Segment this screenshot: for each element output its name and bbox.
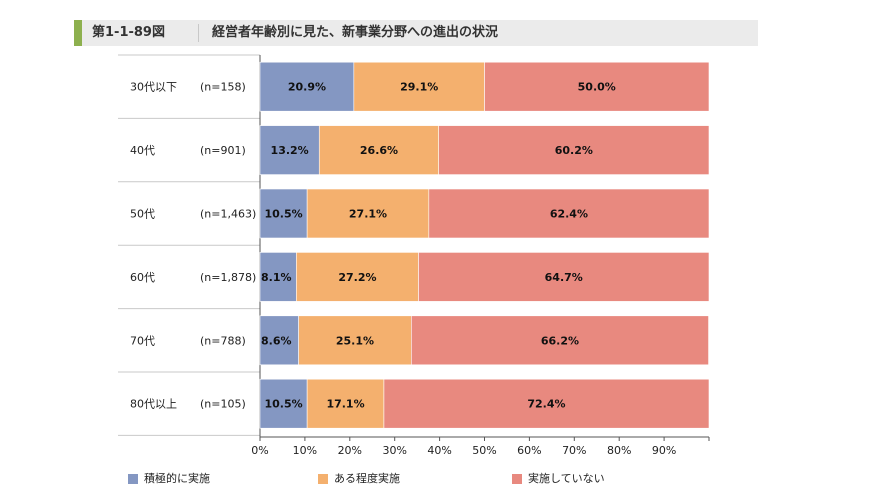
data-label-series-0: 20.9%: [288, 81, 326, 94]
x-tick-label: 30%: [382, 444, 406, 457]
data-label-series-1: 29.1%: [400, 81, 438, 94]
legend-label-series-0: 積極的に実施: [144, 472, 210, 485]
bar-segment-series-0: [259, 188, 308, 239]
x-tick-label: 60%: [517, 444, 541, 457]
data-label-series-2: 64.7%: [545, 271, 583, 284]
legend-swatch-series-2: [512, 474, 522, 484]
bar-segment-series-0: [259, 378, 308, 429]
legend-label-series-2: 実施していない: [528, 472, 605, 485]
bar-segment-series-0: [259, 61, 355, 112]
bar-segment-series-1: [353, 61, 485, 112]
data-label-series-1: 25.1%: [336, 334, 374, 347]
legend-item-series-0: 積極的に実施: [128, 472, 210, 486]
category-label: 30代以下: [130, 81, 177, 94]
data-label-series-1: 27.2%: [338, 271, 376, 284]
bar-segment-series-2: [418, 252, 710, 302]
data-label-series-2: 62.4%: [550, 208, 588, 221]
category-label: 40代: [130, 144, 155, 157]
bar-segment-series-2: [438, 125, 710, 175]
bar-segment-series-1: [298, 315, 412, 366]
x-tick-label: 50%: [472, 444, 496, 457]
legend-label-series-1: ある程度実施: [334, 472, 400, 485]
x-tick-label: 80%: [607, 444, 631, 457]
bar-segment-series-0: [259, 252, 297, 302]
figure-header: 第1-1-89図 経営者年齢別に見た、新事業分野への進出の状況: [74, 20, 758, 46]
bar-segment-series-1: [296, 252, 419, 302]
figure-number: 第1-1-89図: [92, 25, 165, 40]
legend-item-series-1: ある程度実施: [318, 472, 400, 486]
x-tick-label: 40%: [427, 444, 451, 457]
figure-title: 経営者年齢別に見た、新事業分野への進出の状況: [212, 25, 499, 40]
data-label-series-0: 13.2%: [271, 144, 309, 157]
bar-segment-series-1: [318, 125, 440, 175]
x-tick-label: 10%: [293, 444, 317, 457]
sample-size-label: (n=1,878): [200, 271, 256, 284]
category-label: 50代: [130, 208, 155, 221]
legend-swatch-series-1: [318, 474, 328, 484]
bar-segment-series-2: [428, 188, 710, 239]
legend-item-series-2: 実施していない: [512, 472, 605, 486]
sample-size-label: (n=158): [200, 81, 246, 94]
data-label-series-1: 27.1%: [349, 208, 387, 221]
category-label: 80代以上: [130, 398, 177, 411]
data-label-series-0: 10.5%: [264, 398, 302, 411]
x-tick-label: 70%: [562, 444, 586, 457]
x-tick-label: 0%: [251, 444, 268, 457]
bar-segment-series-1: [306, 378, 385, 429]
bar-segment-series-0: [259, 125, 320, 175]
data-label-series-0: 10.5%: [264, 208, 302, 221]
header-divider: [198, 24, 199, 42]
data-label-series-2: 72.4%: [527, 398, 565, 411]
bar-segment-series-2: [411, 315, 709, 366]
sample-size-label: (n=788): [200, 334, 246, 347]
x-tick-label: 20%: [338, 444, 362, 457]
sample-size-label: (n=1,463): [200, 208, 256, 221]
data-label-series-2: 60.2%: [555, 144, 593, 157]
data-label-series-0: 8.6%: [261, 334, 292, 347]
data-label-series-0: 8.1%: [261, 271, 292, 284]
x-tick-label: 90%: [652, 444, 676, 457]
data-label-series-2: 66.2%: [541, 334, 579, 347]
bar-segment-series-2: [484, 61, 710, 112]
category-label: 70代: [130, 334, 155, 347]
category-label: 60代: [130, 271, 155, 284]
bar-segment-series-1: [306, 188, 430, 239]
sample-size-label: (n=105): [200, 398, 246, 411]
legend-swatch-series-0: [128, 474, 138, 484]
data-label-series-1: 26.6%: [360, 144, 398, 157]
bar-segment-series-2: [383, 378, 710, 429]
data-label-series-1: 17.1%: [326, 398, 364, 411]
header-accent-bar: [74, 20, 82, 46]
sample-size-label: (n=901): [200, 144, 246, 157]
data-label-series-2: 50.0%: [578, 81, 616, 94]
bar-segment-series-0: [259, 315, 299, 366]
